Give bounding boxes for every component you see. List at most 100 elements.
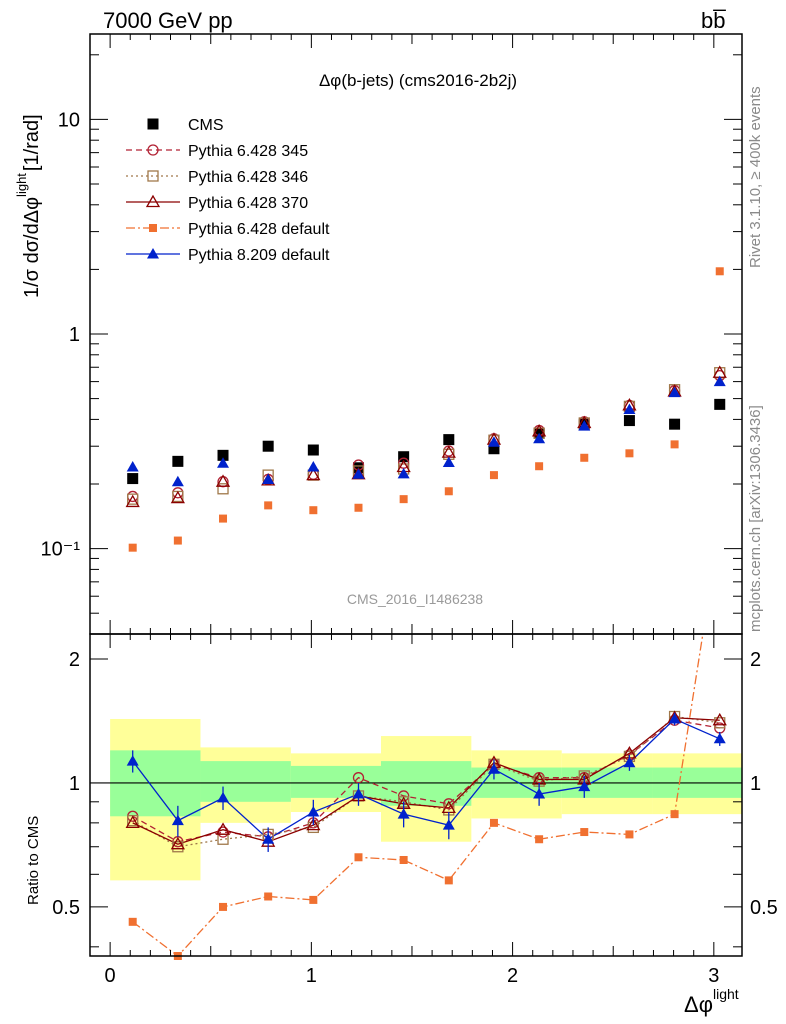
mcplots-label: mcplots.cern.ch [arXiv:1306.3436] — [747, 405, 764, 632]
ratio-line-pythia-8-209-default — [132, 718, 721, 841]
main-point-pythia-8-209-default-2 — [217, 457, 230, 468]
main-point-pythia-8-209-default-0 — [126, 461, 139, 472]
ratio-point-pythia-8-209-default-8 — [487, 763, 500, 774]
main-point-pythia-6-428-default-0 — [128, 543, 137, 552]
series-lines — [132, 373, 721, 956]
ratio-point-pythia-6-428-default-8 — [489, 818, 498, 827]
ratio-point-pythia-6-428-default-0 — [128, 917, 137, 926]
rivet-label: Rivet 3.1.10, ≥ 400k events — [747, 86, 764, 268]
legend-marker-pythia-6-428-345 — [147, 144, 159, 156]
legend-label-pythia-8-209-default: Pythia 8.209 default — [188, 247, 330, 264]
main-point-pythia-8-209-default-12 — [668, 386, 681, 398]
ratio-point-pythia-6-428-default-4 — [309, 895, 318, 904]
main-point-pythia-8-209-default-7 — [442, 456, 455, 467]
y-tick-label-main-1: 1 — [69, 324, 80, 346]
ratio-point-pythia-6-428-default-12 — [670, 810, 679, 819]
ratio-point-pythia-6-428-370-1 — [170, 836, 185, 850]
ratio-point-pythia-6-428-default-11 — [625, 830, 634, 839]
ratio-point-pythia-6-428-default-6 — [399, 855, 408, 864]
x-tick-label-0: 0 — [105, 965, 116, 987]
ratio-point-pythia-8-209-default-7 — [442, 819, 455, 830]
ratio-point-pythia-6-428-345-7 — [443, 798, 455, 810]
y-tick-label-ratio-left-0: 2 — [69, 649, 80, 671]
main-point-pythia-6-428-default-12 — [670, 440, 679, 449]
main-point-pythia-6-428-default-2 — [219, 514, 228, 523]
main-point-pythia-6-428-346-0 — [127, 493, 139, 505]
ratio-point-pythia-8-209-default-4 — [307, 806, 320, 817]
main-point-cms-1 — [172, 455, 184, 467]
main-line-pythia-6-428-370 — [133, 373, 720, 502]
ratio-line-pythia-6-428-default — [132, 634, 704, 956]
legend-label-pythia-6-428-370: Pythia 6.428 370 — [188, 195, 308, 212]
main-point-pythia-6-428-370-1 — [170, 490, 185, 504]
ratio-point-pythia-6-428-370-4 — [306, 817, 321, 831]
main-point-pythia-8-209-default-1 — [171, 475, 184, 487]
ratio-point-pythia-8-209-default-10 — [578, 780, 591, 792]
chart-title: Δφ(b-jets) (cms2016-2b2j) — [319, 71, 517, 90]
legend-label-pythia-6-428-default: Pythia 6.428 default — [188, 221, 330, 238]
x-tick-label-1: 1 — [306, 965, 317, 987]
main-point-pythia-6-428-default-4 — [309, 506, 318, 515]
ratio-point-pythia-6-428-345-5 — [352, 772, 365, 784]
ratio-point-pythia-6-428-370-13 — [712, 712, 727, 726]
main-point-pythia-6-428-370-4 — [306, 467, 321, 481]
ratio-point-pythia-6-428-345-6 — [397, 790, 410, 802]
axis-ticks: 0 1 2 3 10 1 10⁻¹ 2 2 1 1 0.5 0.5 — [41, 34, 778, 987]
x-tick-label-3: 3 — [708, 965, 719, 987]
y-tick-label-ratio-right-2: 0.5 — [750, 897, 778, 919]
main-point-pythia-8-209-default-9 — [533, 432, 546, 444]
main-point-cms-13 — [714, 398, 726, 410]
series-markers — [125, 267, 727, 960]
ratio-point-pythia-8-209-default-2 — [217, 791, 230, 803]
main-point-pythia-8-209-default-5 — [352, 468, 365, 479]
main-point-pythia-6-428-default-1 — [173, 536, 182, 545]
legend-marker-cms — [147, 118, 159, 130]
y-axis-label: 1/σ dσ/dΔφlight [1/rad] — [14, 114, 43, 298]
main-point-pythia-6-428-default-13 — [715, 267, 724, 276]
ratio-point-pythia-6-428-default-7 — [444, 876, 453, 885]
legend-marker-pythia-8-209-default — [147, 248, 159, 259]
main-point-pythia-8-209-default-3 — [262, 473, 275, 484]
ratio-point-pythia-6-428-370-0 — [125, 815, 140, 829]
ratio-point-pythia-8-209-default-12 — [668, 712, 681, 724]
main-point-pythia-6-428-default-11 — [625, 449, 634, 458]
y-axis-label-main: 1/σ dσ/dΔφ — [21, 197, 43, 298]
main-point-cms-0 — [127, 473, 139, 485]
main-point-pythia-8-209-default-8 — [487, 436, 500, 447]
main-line-pythia-6-428-345 — [133, 376, 720, 497]
y-tick-label-main-2: 10⁻¹ — [41, 539, 81, 561]
main-point-pythia-6-428-default-6 — [399, 495, 408, 504]
ratio-point-pythia-8-209-default-13 — [713, 732, 726, 744]
ratio-point-pythia-8-209-default-1 — [171, 814, 184, 826]
main-point-cms-11 — [623, 415, 635, 427]
ratio-point-pythia-6-428-default-10 — [580, 828, 589, 837]
band-inner-1 — [200, 761, 291, 802]
ratio-point-pythia-8-209-default-11 — [623, 756, 636, 768]
main-point-pythia-6-428-default-7 — [444, 487, 453, 496]
main-point-cms-3 — [262, 440, 274, 452]
x-axis-label-main: Δφ — [684, 992, 713, 1017]
uncertainty-bands — [90, 718, 743, 881]
ratio-point-pythia-8-209-default-5 — [352, 788, 365, 799]
ratio-point-pythia-8-209-default-9 — [533, 788, 546, 799]
band-inner-2 — [290, 765, 381, 798]
header-left-label: 7000 GeV pp — [103, 8, 233, 33]
ratio-point-pythia-6-428-default-9 — [535, 835, 544, 844]
legend-label-pythia-6-428-345: Pythia 6.428 345 — [188, 143, 308, 160]
y-axis-label-sup: light — [14, 173, 29, 197]
main-point-pythia-8-209-default-13 — [713, 375, 726, 387]
main-point-pythia-6-428-default-3 — [264, 501, 273, 510]
legend-marker-pythia-6-428-default — [149, 224, 157, 232]
main-point-cms-8 — [488, 443, 500, 455]
legend-label-pythia-6-428-346: Pythia 6.428 346 — [188, 169, 308, 186]
main-point-pythia-8-209-default-6 — [397, 467, 410, 479]
y-axis-label-unit: [1/rad] — [21, 114, 43, 171]
x-tick-label-2: 2 — [507, 965, 518, 987]
main-point-pythia-6-428-370-0 — [125, 494, 140, 508]
y-tick-label-ratio-left-1: 1 — [69, 773, 80, 795]
main-point-cms-4 — [307, 444, 319, 456]
x-axis-label-sup: light — [713, 986, 739, 1002]
ratio-line-pythia-6-428-370 — [132, 717, 720, 845]
main-point-pythia-8-209-default-4 — [307, 461, 320, 472]
